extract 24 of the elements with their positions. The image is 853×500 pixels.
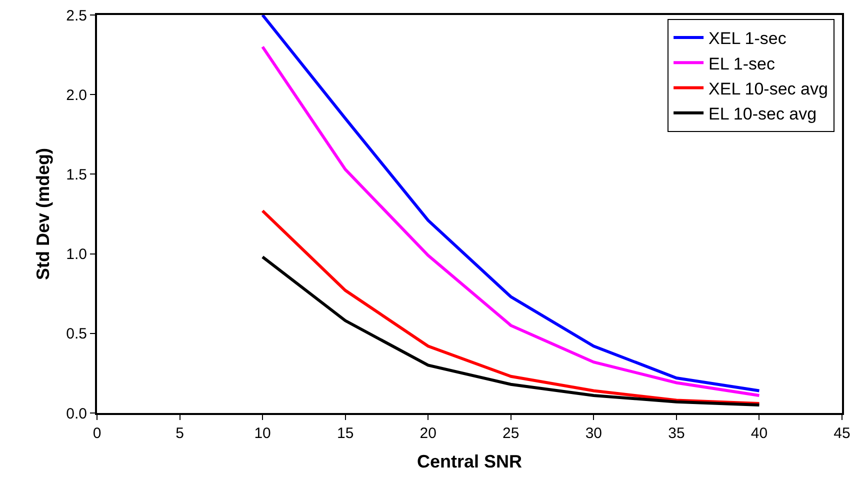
legend-label: EL 10-sec avg bbox=[708, 104, 817, 124]
x-tick-label: 15 bbox=[336, 425, 354, 442]
y-axis-title: Std Dev (mdeg) bbox=[32, 148, 53, 280]
legend-label: EL 1-sec bbox=[708, 54, 776, 74]
y-tick-label: 0.0 bbox=[66, 405, 87, 422]
x-tick-label: 35 bbox=[668, 425, 685, 442]
y-tick-label: 2.0 bbox=[66, 86, 87, 104]
x-tick-label: 45 bbox=[834, 425, 850, 442]
y-tick-label: 1.5 bbox=[66, 166, 87, 184]
line-series bbox=[261, 209, 761, 405]
y-tick-label: 1.0 bbox=[66, 246, 87, 264]
x-tick-label: 40 bbox=[750, 425, 768, 442]
x-tick-label: 0 bbox=[92, 425, 102, 442]
y-tick-label: 2.5 bbox=[66, 7, 87, 24]
x-tick-label: 10 bbox=[254, 425, 271, 442]
legend-label: XEL 1-sec bbox=[708, 29, 787, 48]
x-tick-label: 30 bbox=[585, 425, 602, 442]
x-tick-label: 20 bbox=[420, 425, 436, 442]
x-tick-label: 5 bbox=[176, 425, 184, 442]
x-tick-label: 25 bbox=[502, 425, 520, 442]
legend-label: XEL 10-sec avg bbox=[708, 79, 828, 98]
line-series bbox=[261, 255, 761, 407]
x-axis-title: Central SNR bbox=[416, 452, 522, 472]
y-tick-label: 0.5 bbox=[66, 326, 87, 343]
